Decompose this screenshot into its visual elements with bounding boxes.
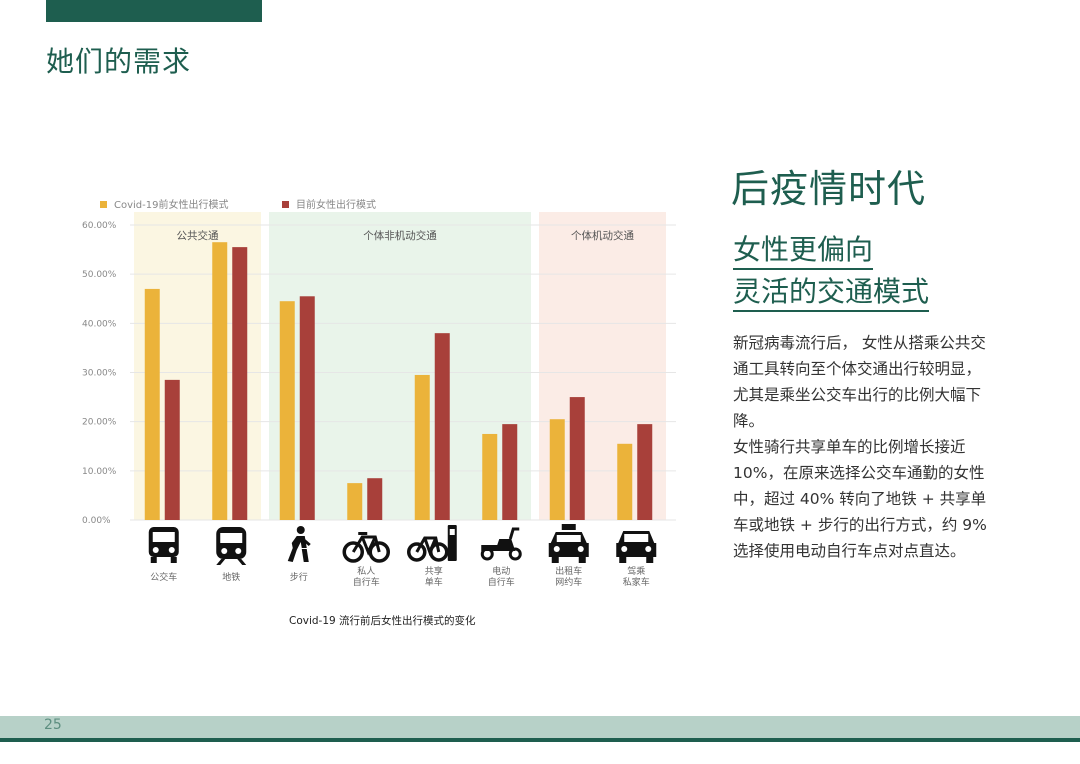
car-icon xyxy=(616,531,657,563)
y-tick-label: 60.00% xyxy=(82,221,117,231)
zone-label: 个体机动交通 xyxy=(571,229,634,242)
x-tick-label: 私家车 xyxy=(623,576,650,588)
body-paragraph-1: 新冠病毒流行后， 女性从搭乘公共交通工具转向至个体交通出行较明显，尤其是乘坐公交… xyxy=(733,334,986,430)
y-tick-label: 20.00% xyxy=(82,418,117,428)
x-tick-label: 步行 xyxy=(290,571,308,583)
y-tick-label: 50.00% xyxy=(82,270,117,280)
bar xyxy=(434,333,450,520)
legend-label: Covid-19前女性出行模式 xyxy=(114,198,228,211)
section-subtitle-line1: 女性更偏向 xyxy=(733,232,874,270)
y-tick-label: 30.00% xyxy=(82,369,117,379)
bar xyxy=(637,424,653,520)
bar xyxy=(367,478,383,520)
bar xyxy=(482,433,498,520)
page-number: 25 xyxy=(44,717,62,733)
bar xyxy=(232,247,248,520)
walking-icon xyxy=(287,526,311,562)
bar xyxy=(144,288,160,520)
top-accent-bar xyxy=(46,0,262,22)
x-tick-label: 网约车 xyxy=(555,576,582,588)
y-tick-label: 40.00% xyxy=(82,319,117,329)
x-tick-label: 私人 xyxy=(357,566,375,577)
bar xyxy=(414,374,430,520)
taxi-icon xyxy=(548,524,589,563)
section-subtitle-line2: 灵活的交通模式 xyxy=(733,274,930,312)
footer-band xyxy=(0,716,1080,738)
x-tick-label: 共享 xyxy=(425,565,443,577)
bar xyxy=(347,483,363,520)
x-tick-label: 电动 xyxy=(492,565,510,577)
x-tick-label: 单车 xyxy=(425,576,443,588)
zone-label: 公共交通 xyxy=(177,229,219,242)
chart-caption: Covid-19 流行前后女性出行模式的变化 xyxy=(289,615,476,627)
bar xyxy=(549,419,565,520)
body-paragraph-2: 女性骑行共享单车的比例增长接近10%，在原来选择公交车通勤的女性中，超过 40%… xyxy=(733,438,987,560)
bar xyxy=(279,301,295,520)
metro-icon xyxy=(216,527,247,565)
legend-swatch xyxy=(100,201,107,208)
x-tick-label: 自行车 xyxy=(353,576,380,588)
bar xyxy=(617,443,633,520)
bar xyxy=(164,379,180,520)
legend-swatch xyxy=(282,201,289,208)
y-tick-label: 10.00% xyxy=(82,467,117,477)
zone-label: 个体非机动交通 xyxy=(363,229,437,242)
scooter-icon xyxy=(480,527,522,561)
bus-icon xyxy=(148,527,179,563)
x-tick-label: 驾乘 xyxy=(627,565,645,577)
page-heading: 她们的需求 xyxy=(46,45,192,78)
x-tick-label: 地铁 xyxy=(222,571,240,583)
travel-mode-bar-chart: 公共交通 个体非机动交通 个体机动交通 0.00% 10.00% 20.00% 30.00%… xyxy=(82,198,676,588)
footer-line xyxy=(0,738,1080,742)
legend-label: 目前女性出行模式 xyxy=(296,198,376,211)
x-tick-label: 公交车 xyxy=(150,571,177,583)
y-tick-label: 0.00% xyxy=(82,516,111,526)
x-tick-label: 出租车 xyxy=(555,565,582,577)
bar xyxy=(299,296,315,520)
section-title: 后疫情时代 xyxy=(731,167,927,211)
bicycle-icon xyxy=(342,532,390,563)
bar xyxy=(569,397,585,520)
shared-bike-icon xyxy=(407,525,457,562)
x-tick-label: 自行车 xyxy=(488,576,515,588)
bar xyxy=(502,424,518,520)
section-body: 新冠病毒流行后， 女性从搭乘公共交通工具转向至个体交通出行较明显，尤其是乘坐公交… xyxy=(733,330,995,564)
bar xyxy=(212,242,228,521)
